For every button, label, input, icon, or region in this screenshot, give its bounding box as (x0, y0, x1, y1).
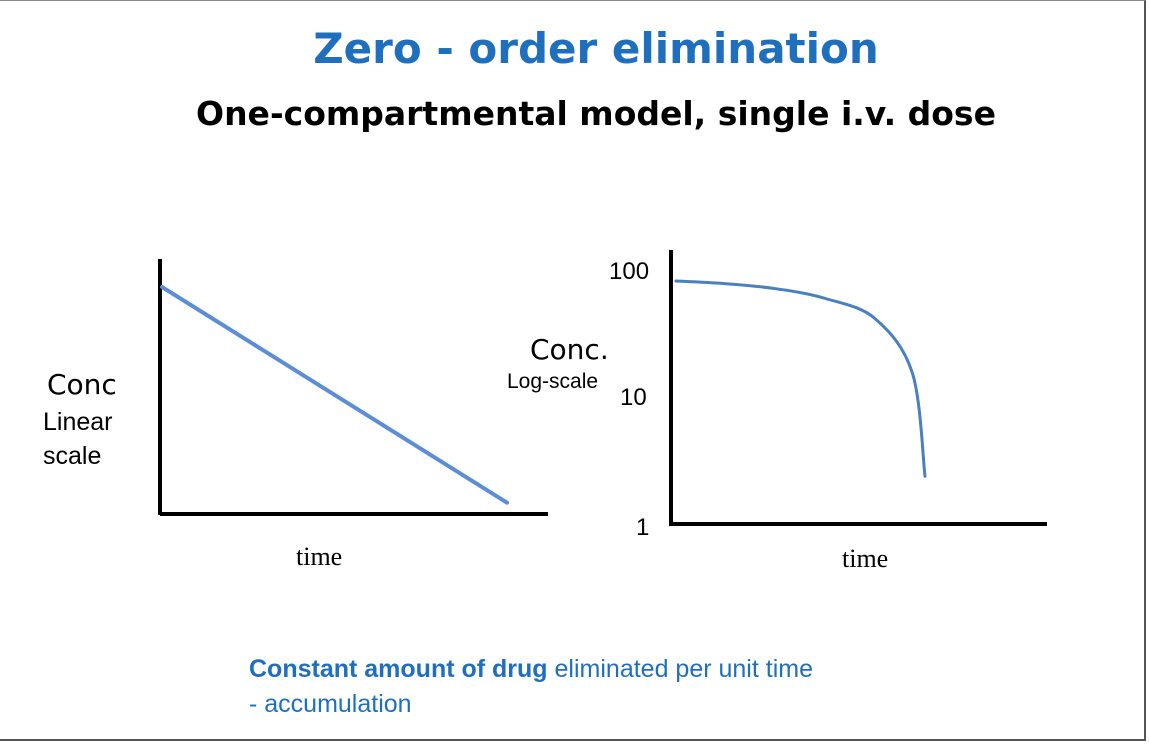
slide-title: Zero - order elimination (313, 24, 879, 73)
log-ytick-1: 1 (636, 514, 650, 541)
footer-bold-text: Constant amount of drug (249, 655, 548, 683)
linear-xlabel: time (296, 542, 343, 571)
log-series-line (674, 279, 927, 478)
linear-ylabel-sub: Linear scale (43, 408, 113, 470)
footer-line-2: - accumulation (249, 690, 412, 718)
log-ytick-100: 100 (609, 258, 650, 285)
linear-ylabel: Conc (47, 368, 117, 401)
log-ylabel-sub: Log-scale (507, 370, 599, 393)
log-ytick-10: 10 (620, 384, 647, 411)
log-xlabel: time (842, 544, 889, 573)
slide-subtitle: One-compartmental model, single i.v. dos… (196, 94, 996, 133)
log-chart (669, 250, 1047, 526)
footer-regular-text: eliminated per unit time (547, 655, 813, 683)
linear-series-line (160, 285, 509, 505)
log-ylabel: Conc. (530, 333, 609, 366)
linear-chart (158, 259, 548, 516)
footer-text: Constant amount of drug eliminated per u… (249, 652, 813, 722)
footer-line-1: Constant amount of drug eliminated per u… (249, 652, 813, 687)
